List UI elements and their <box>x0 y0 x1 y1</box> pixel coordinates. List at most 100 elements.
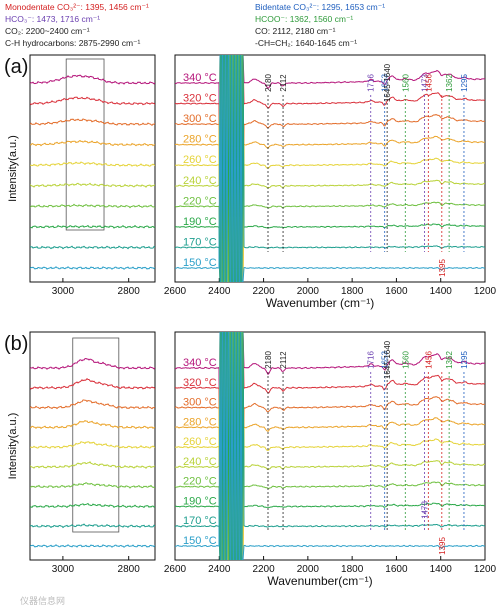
legend-entry: -CH=CH₂: 1640-1645 cm⁻¹ <box>255 38 357 48</box>
series-line-right <box>175 55 485 282</box>
peak-label: 2112 <box>279 74 288 92</box>
temperature-label: 170 °C <box>183 515 217 527</box>
y-axis-label: Intensity(a.u.) <box>7 135 19 202</box>
x-tick-label: 2400 <box>208 286 231 297</box>
series-line-left <box>30 139 155 147</box>
series-line-right <box>175 332 485 560</box>
band-assignment-legend: Monodentate CO₃²⁻: 1395, 1456 cm⁻¹ Bident… <box>5 2 385 48</box>
peak-label: 2180 <box>264 351 273 369</box>
left-series-group <box>30 74 155 270</box>
right-series-group <box>175 332 485 560</box>
series-line-right <box>175 55 485 282</box>
x-tick-label: 1600 <box>385 286 408 297</box>
peak-label: 1395 <box>438 259 447 277</box>
left-series-group <box>30 357 155 548</box>
x-tick-label: 2800 <box>118 286 141 297</box>
temperature-label: 150 °C <box>183 257 217 269</box>
panel-label: (b) <box>4 333 28 355</box>
series-line-left <box>30 544 155 548</box>
peak-label: 1456 <box>424 351 433 369</box>
highlight-region <box>72 337 120 533</box>
x-tick-label: 2600 <box>164 286 187 297</box>
temperature-label: 320 °C <box>183 377 217 389</box>
right-series-group <box>175 55 485 282</box>
peak-label: 1295 <box>460 351 469 369</box>
peak-label: 1645-1640 <box>383 63 392 102</box>
left-axes-frame <box>29 331 156 561</box>
peak-label: 2112 <box>279 351 288 369</box>
x-tick-label: 3000 <box>52 564 75 575</box>
x-tick-label: 1800 <box>341 286 364 297</box>
legend-entry: C-H hydrocarbons: 2875-2990 cm⁻¹ <box>5 38 141 48</box>
temperature-label: 170 °C <box>183 236 217 248</box>
y-axis-label: Intensity(a.u.) <box>7 413 19 480</box>
peak-label: 1473 <box>421 74 430 92</box>
legend-entry: HCO₃⁻: 1473, 1716 cm⁻¹ <box>5 14 100 24</box>
x-tick-label: 1200 <box>474 286 497 297</box>
temperature-label: 280 °C <box>183 134 217 146</box>
series-line-left <box>30 245 155 250</box>
panel-b: (b) Intensity(a.u.) Wavenumber(cm⁻¹) 3000 28… <box>4 331 497 588</box>
peak-label: 1560 <box>401 351 410 369</box>
series-line-left <box>30 357 155 370</box>
temperature-label: 190 °C <box>183 495 217 507</box>
x-axis-label: Wavenumber(cm⁻¹) <box>267 574 372 588</box>
series-line-left <box>30 224 155 229</box>
series-line-left <box>30 203 155 209</box>
x-tick-label: 2000 <box>297 564 320 575</box>
series-line-left <box>30 502 155 509</box>
legend-entry: Monodentate CO₃²⁻: 1395, 1456 cm⁻¹ <box>5 2 149 12</box>
x-tick-label: 2200 <box>252 564 275 575</box>
series-line-left <box>30 161 155 167</box>
x-tick-label: 2400 <box>208 564 231 575</box>
series-line-left <box>30 182 155 188</box>
series-line-left <box>30 399 155 410</box>
legend-entry: Bidentate CO₃²⁻: 1295, 1653 cm⁻¹ <box>255 2 385 12</box>
series-line-left <box>30 266 155 270</box>
temperature-label: 300 °C <box>183 397 217 409</box>
series-line-left <box>30 461 155 469</box>
peak-label: 1716 <box>367 351 376 369</box>
temperature-label: 340 °C <box>183 357 217 369</box>
x-tick-label: 1400 <box>430 564 453 575</box>
series-line-right <box>175 55 485 282</box>
highlight-region <box>65 58 105 231</box>
series-line-left <box>30 378 155 390</box>
x-tick-label: 1400 <box>430 286 453 297</box>
series-line-right <box>175 332 485 560</box>
peak-label: 1645-1640 <box>383 340 392 379</box>
temperature-label: 260 °C <box>183 436 217 448</box>
peak-label: 1456 <box>424 74 433 92</box>
series-line-left <box>30 74 155 85</box>
series-line-left <box>30 96 155 106</box>
temperature-label: 260 °C <box>183 154 217 166</box>
x-tick-label: 1600 <box>385 564 408 575</box>
temperature-label: 190 °C <box>183 216 217 228</box>
series-line-right <box>175 55 485 282</box>
temperature-label: 240 °C <box>183 456 217 468</box>
x-tick-label: 2200 <box>252 286 275 297</box>
panel-label: (a) <box>4 56 28 78</box>
series-line-left <box>30 523 155 529</box>
legend-entry: HCOO⁻: 1362, 1560 cm⁻¹ <box>255 14 353 24</box>
series-line-left <box>30 419 155 430</box>
x-tick-label: 1800 <box>341 564 364 575</box>
temperature-label: 320 °C <box>183 93 217 105</box>
right-axes-frame <box>174 54 486 283</box>
left-axes-frame <box>29 54 156 283</box>
x-tick-label: 3000 <box>52 286 75 297</box>
peak-label: 1716 <box>367 74 376 92</box>
peak-label: 1560 <box>401 74 410 92</box>
x-tick-label: 1200 <box>474 564 497 575</box>
peak-label: 1362 <box>445 351 454 369</box>
peak-label: 1653 <box>381 351 390 369</box>
series-line-left <box>30 118 155 126</box>
temperature-label: 220 °C <box>183 195 217 207</box>
temperature-label: 150 °C <box>183 535 217 547</box>
temperature-label: 240 °C <box>183 175 217 187</box>
legend-entry: CO: 2112, 2180 cm⁻¹ <box>255 26 336 36</box>
x-tick-label: 2000 <box>297 286 320 297</box>
peak-label: 1395 <box>438 537 447 555</box>
peak-label: 1295 <box>460 74 469 92</box>
